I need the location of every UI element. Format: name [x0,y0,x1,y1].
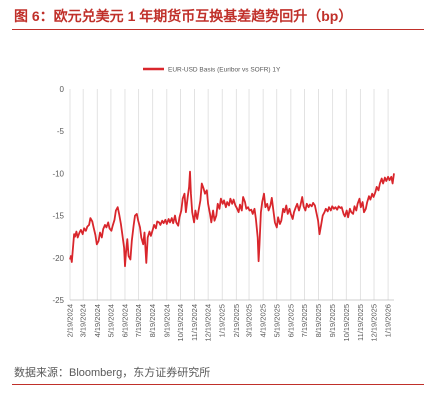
x-tick-label: 6/19/2025 [286,304,295,337]
bottom-divider [12,384,424,385]
chart-grid [69,89,389,300]
y-tick-label: -20 [52,254,64,263]
x-tick-label: 12/19/2024 [204,304,213,342]
x-tick-label: 6/19/2024 [120,304,129,337]
x-tick-label: 1/19/2026 [384,304,393,337]
x-tick-label: 9/19/2025 [328,304,337,337]
x-tick-label: 8/19/2024 [148,304,157,337]
x-tick-label: 8/19/2025 [314,304,323,337]
x-tick-label: 7/19/2024 [134,304,143,337]
title-divider [12,29,424,30]
series-group [69,170,395,268]
series-line [69,170,395,268]
x-tick-label: 2/19/2024 [66,304,75,337]
x-tick-label: 3/19/2025 [245,304,254,337]
y-tick-label: -5 [57,127,65,136]
x-tick-label: 3/19/2024 [79,304,88,337]
source-note: 数据来源：Bloomberg，东方证券研究所 [14,367,211,379]
x-tick-label: 9/19/2024 [162,304,171,337]
line-chart: 0 -5 -10 -15 -20 -25 2/19/2024 3/19/2024 4/19/2… [52,67,395,342]
x-tick-label: 11/19/2025 [356,304,365,341]
x-tick-label: 5/19/2025 [272,304,281,337]
x-tick-label: 2/19/2025 [232,304,241,337]
y-tick-label: -25 [52,296,64,305]
x-axis-ticks: 2/19/2024 3/19/2024 4/19/2024 5/19/2024 6/19… [66,304,393,342]
figure-title: 图 6：欧元兑美元 1 年期货币互换基差趋势回升（bp） [14,8,353,24]
x-tick-label: 12/19/2025 [370,304,379,342]
chart-legend: EUR-USD Basis (Euribor vs SOFR) 1Y [143,67,281,74]
x-tick-label: 1/19/2025 [218,304,227,337]
y-tick-label: -15 [52,212,64,221]
y-tick-label: -10 [52,169,64,178]
x-tick-label: 4/19/2025 [259,304,268,337]
x-tick-label: 7/19/2025 [300,304,309,337]
y-axis-ticks: 0 -5 -10 -15 -20 -25 [52,85,64,305]
x-tick-label: 4/19/2024 [93,304,102,337]
x-tick-label: 10/19/2024 [176,304,185,342]
x-tick-label: 10/19/2025 [342,304,351,342]
legend-label: EUR-USD Basis (Euribor vs SOFR) 1Y [168,67,281,74]
y-tick-label: 0 [60,85,65,94]
x-tick-label: 5/19/2024 [106,304,115,337]
x-tick-label: 11/19/2024 [190,304,199,341]
